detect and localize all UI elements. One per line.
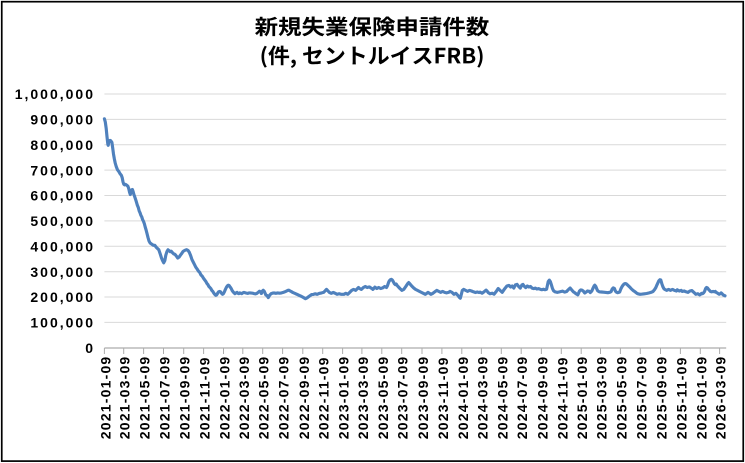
svg-text:2021-09-09: 2021-09-09 bbox=[177, 356, 193, 440]
svg-text:2026-01-09: 2026-01-09 bbox=[693, 356, 709, 440]
svg-text:2022-05-09: 2022-05-09 bbox=[256, 356, 272, 440]
svg-text:2025-07-09: 2025-07-09 bbox=[633, 356, 649, 440]
svg-text:2024-03-09: 2024-03-09 bbox=[474, 356, 490, 440]
svg-text:2023-01-09: 2023-01-09 bbox=[336, 356, 352, 440]
svg-text:2024-01-09: 2024-01-09 bbox=[455, 356, 471, 440]
svg-text:2024-11-09: 2024-11-09 bbox=[554, 356, 570, 439]
svg-text:2022-01-09: 2022-01-09 bbox=[217, 356, 233, 440]
svg-text:2023-05-09: 2023-05-09 bbox=[375, 356, 391, 440]
svg-text:2026-03-09: 2026-03-09 bbox=[713, 356, 729, 440]
svg-text:2023-09-09: 2023-09-09 bbox=[415, 356, 431, 440]
svg-text:2023-11-09: 2023-11-09 bbox=[435, 356, 451, 439]
svg-text:2021-07-09: 2021-07-09 bbox=[157, 356, 173, 440]
svg-text:2022-03-09: 2022-03-09 bbox=[236, 356, 252, 440]
svg-text:600,000: 600,000 bbox=[30, 188, 95, 204]
svg-text:500,000: 500,000 bbox=[30, 213, 95, 229]
svg-text:2024-09-09: 2024-09-09 bbox=[534, 356, 550, 440]
svg-text:2021-11-09: 2021-11-09 bbox=[197, 356, 213, 439]
svg-text:2025-01-09: 2025-01-09 bbox=[574, 356, 590, 440]
svg-text:2021-01-09: 2021-01-09 bbox=[97, 356, 113, 440]
svg-text:2025-05-09: 2025-05-09 bbox=[613, 356, 629, 440]
svg-text:2021-03-09: 2021-03-09 bbox=[117, 356, 133, 440]
svg-text:2024-05-09: 2024-05-09 bbox=[494, 356, 510, 440]
svg-text:2022-07-09: 2022-07-09 bbox=[276, 356, 292, 440]
svg-text:2025-11-09: 2025-11-09 bbox=[673, 356, 689, 439]
svg-text:2023-07-09: 2023-07-09 bbox=[395, 356, 411, 440]
svg-text:2021-05-09: 2021-05-09 bbox=[137, 356, 153, 440]
svg-text:900,000: 900,000 bbox=[30, 112, 95, 128]
svg-text:2022-11-09: 2022-11-09 bbox=[316, 356, 332, 439]
svg-text:700,000: 700,000 bbox=[30, 162, 95, 178]
svg-text:100,000: 100,000 bbox=[30, 315, 95, 331]
svg-text:400,000: 400,000 bbox=[30, 239, 95, 255]
svg-text:0: 0 bbox=[85, 340, 95, 356]
svg-text:2025-09-09: 2025-09-09 bbox=[654, 356, 670, 440]
svg-text:800,000: 800,000 bbox=[30, 137, 95, 153]
svg-text:2025-03-09: 2025-03-09 bbox=[594, 356, 610, 440]
svg-text:300,000: 300,000 bbox=[30, 264, 95, 280]
svg-text:2023-03-09: 2023-03-09 bbox=[355, 356, 371, 440]
svg-text:200,000: 200,000 bbox=[30, 289, 95, 305]
svg-text:1,000,000: 1,000,000 bbox=[15, 86, 95, 102]
svg-text:2022-09-09: 2022-09-09 bbox=[296, 356, 312, 440]
svg-text:2024-07-09: 2024-07-09 bbox=[514, 356, 530, 440]
